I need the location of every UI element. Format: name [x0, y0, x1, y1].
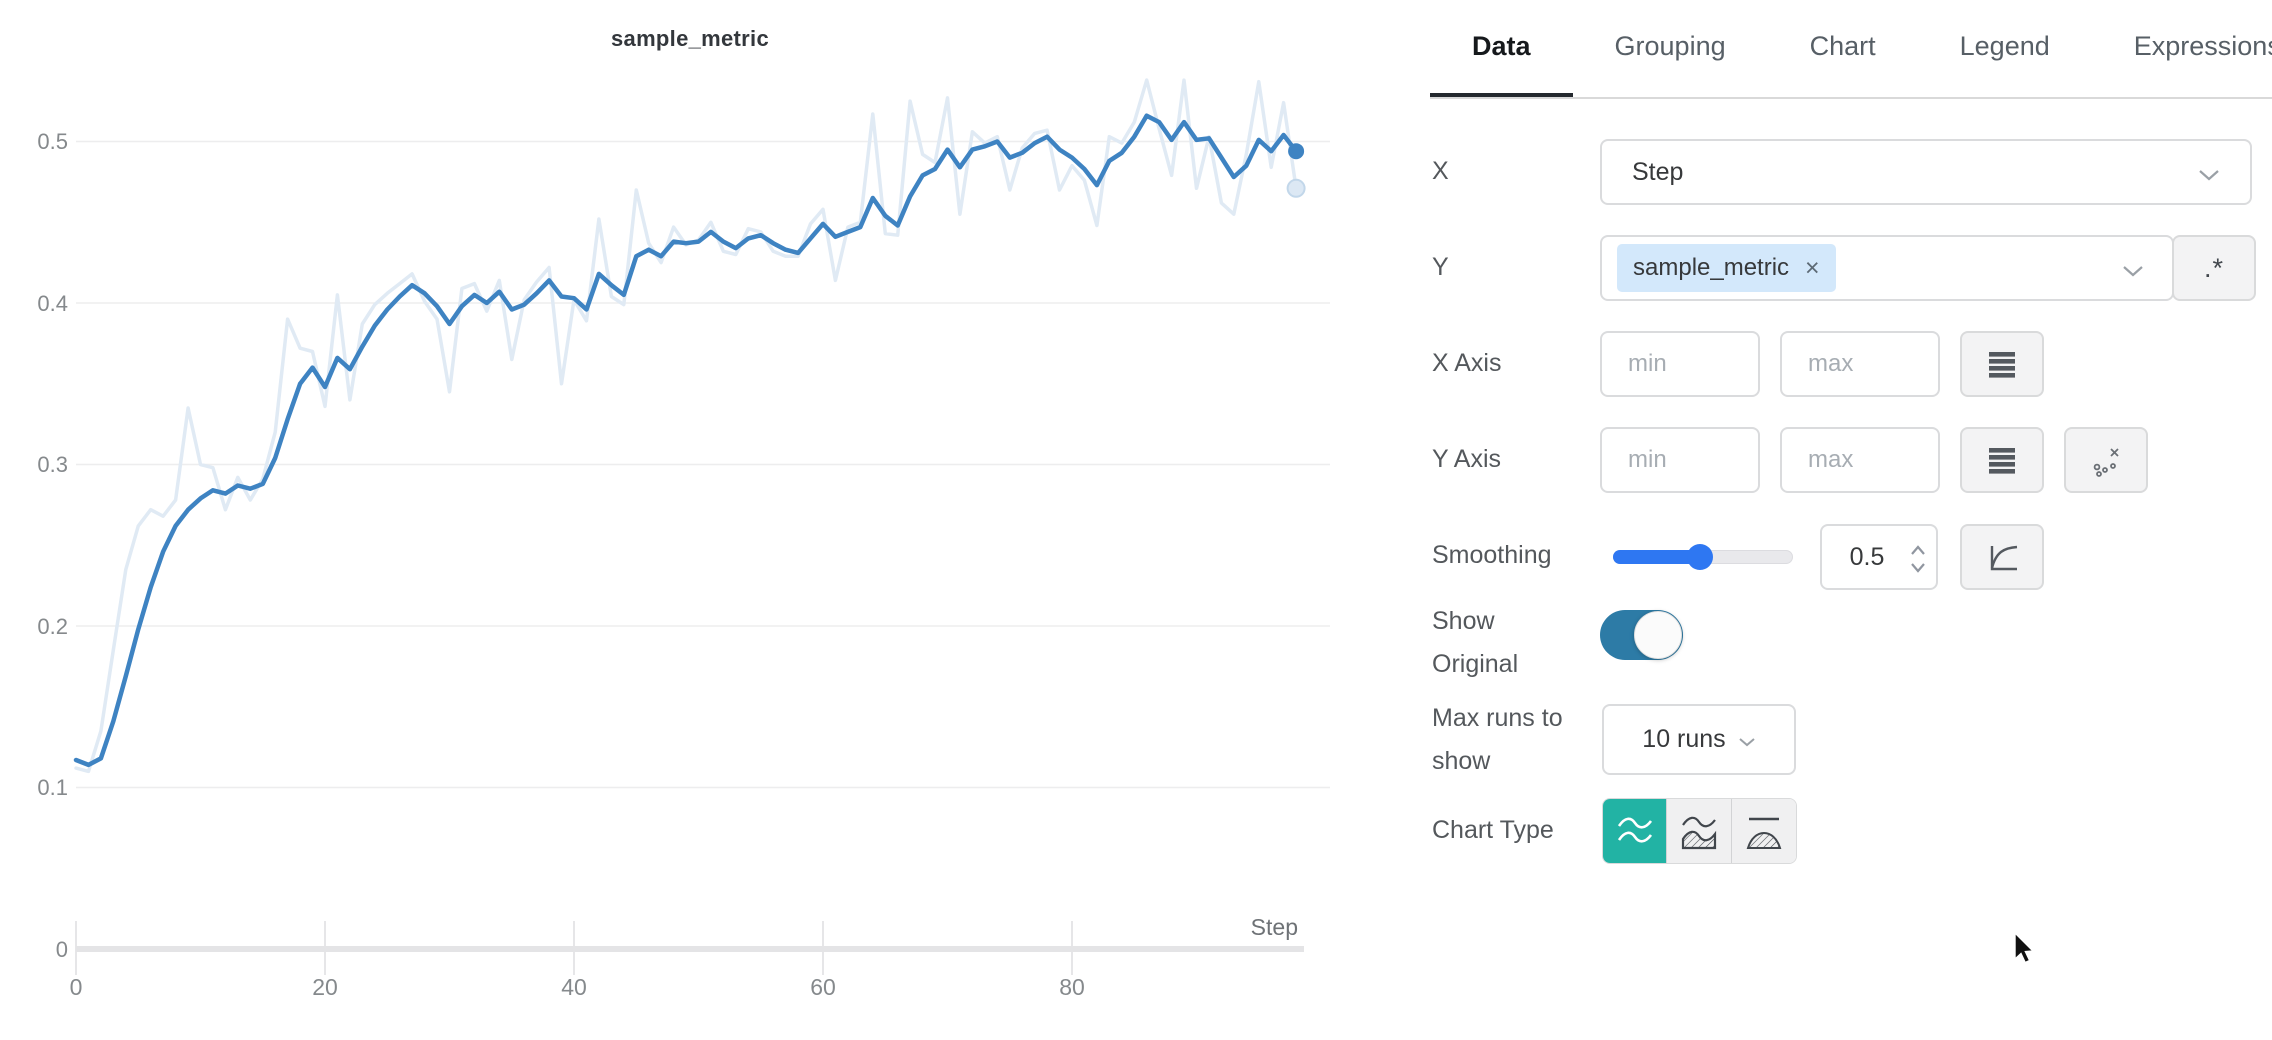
smoothing-curve-icon: [1990, 545, 2018, 571]
mouse-cursor-icon: [2014, 933, 2035, 964]
smoothing-type-button[interactable]: [1960, 524, 2044, 590]
x-metric-select[interactable]: Step: [1600, 139, 2252, 205]
svg-text:0: 0: [70, 974, 83, 1000]
svg-text:0.3: 0.3: [37, 452, 68, 477]
area-plot-icon: [1681, 816, 1717, 850]
x-axis-max-input[interactable]: [1780, 331, 1940, 397]
tab-expressions[interactable]: Expressions: [2133, 31, 2272, 61]
y-metric-chip-label: sample_metric: [1633, 254, 1790, 281]
ignore-outliers-icon: [2093, 448, 2119, 477]
show-original-toggle[interactable]: [1600, 610, 1683, 660]
y-axis-label: Y Axis: [1432, 445, 1502, 473]
smoothing-slider[interactable]: [1613, 544, 1793, 570]
y-metric-select[interactable]: sample_metric ×: [1600, 235, 2174, 301]
log-scale-icon: [1989, 352, 2015, 378]
max-runs-label: Max runs to show: [1432, 704, 1563, 775]
chart-title: sample_metric: [611, 26, 769, 51]
max-runs-select[interactable]: 10 runs: [1602, 704, 1796, 775]
x-tick-labels: 0 20 40 60 80: [70, 974, 1085, 1000]
panel-tabs: Data Grouping Chart Legend Expressions: [1430, 0, 2272, 99]
tab-chart[interactable]: Chart: [1809, 31, 1876, 61]
chart-type-group: [1602, 798, 1797, 864]
x-axis-log-scale-button[interactable]: [1960, 331, 2044, 397]
svg-text:0.1: 0.1: [37, 775, 68, 800]
log-scale-icon: [1989, 448, 2015, 474]
original-line: [74, 78, 1298, 774]
smoothing-value-input[interactable]: [1822, 526, 1936, 588]
x-axis-label: X Axis: [1432, 349, 1502, 377]
chart-svg[interactable]: 0.5 0.4 0.3 0.2 0.1 0 0 20 40 60 80: [0, 0, 1340, 1040]
chip-remove-icon[interactable]: ×: [1805, 253, 1820, 282]
regex-button-label: .*: [2203, 252, 2224, 283]
smoothing-label: Smoothing: [1432, 541, 1552, 569]
chart-type-line-button[interactable]: [1603, 799, 1668, 863]
percentile-plot-icon: [1746, 817, 1782, 849]
chevron-down-icon: [2123, 266, 2143, 277]
tab-data[interactable]: Data: [1430, 0, 1573, 97]
svg-text:80: 80: [1059, 974, 1085, 1000]
smoothed-line: [73, 113, 1299, 768]
tab-grouping[interactable]: Grouping: [1614, 31, 1726, 61]
stepper-arrows-icon[interactable]: [1910, 543, 1926, 575]
y-tick-labels: 0.5 0.4 0.3 0.2 0.1 0: [37, 129, 68, 962]
y-row-label: Y: [1432, 253, 1449, 281]
toggle-knob[interactable]: [1634, 611, 1682, 659]
ignore-outliers-button[interactable]: [2064, 427, 2148, 493]
y-axis-min-input[interactable]: [1600, 427, 1760, 493]
svg-text:0.4: 0.4: [37, 291, 68, 316]
chart-type-area-button[interactable]: [1667, 799, 1732, 863]
svg-text:40: 40: [561, 974, 587, 1000]
y-axis-log-scale-button[interactable]: [1960, 427, 2044, 493]
x-axis-title: Step: [1250, 914, 1298, 940]
svg-text:0: 0: [56, 937, 68, 962]
chart-type-percentile-button[interactable]: [1731, 799, 1796, 863]
original-end-dot: [1286, 178, 1306, 198]
chart-type-label: Chart Type: [1432, 816, 1554, 844]
y-metric-chip[interactable]: sample_metric ×: [1617, 244, 1836, 292]
slider-knob[interactable]: [1687, 544, 1713, 570]
x-metric-value: Step: [1632, 157, 1684, 186]
tab-legend[interactable]: Legend: [1959, 31, 2050, 61]
max-runs-value: 10 runs: [1642, 725, 1726, 753]
x-axis-min-input[interactable]: [1600, 331, 1760, 397]
chevron-down-icon: [1739, 737, 1755, 746]
chevron-down-icon: [2199, 170, 2219, 181]
regex-toggle-button[interactable]: .*: [2172, 235, 2256, 301]
svg-text:20: 20: [312, 974, 338, 1000]
smoothed-end-dot: [1288, 143, 1305, 160]
svg-text:0.5: 0.5: [37, 129, 68, 154]
svg-text:0.2: 0.2: [37, 614, 68, 639]
line-plot-icon: [1617, 817, 1652, 843]
smoothing-value-box: [1820, 524, 1938, 590]
y-axis-max-input[interactable]: [1780, 427, 1940, 493]
slider-fill: [1613, 550, 1700, 564]
x-row-label: X: [1432, 157, 1449, 185]
show-original-label: Show Original: [1432, 607, 1519, 678]
svg-text:60: 60: [810, 974, 836, 1000]
